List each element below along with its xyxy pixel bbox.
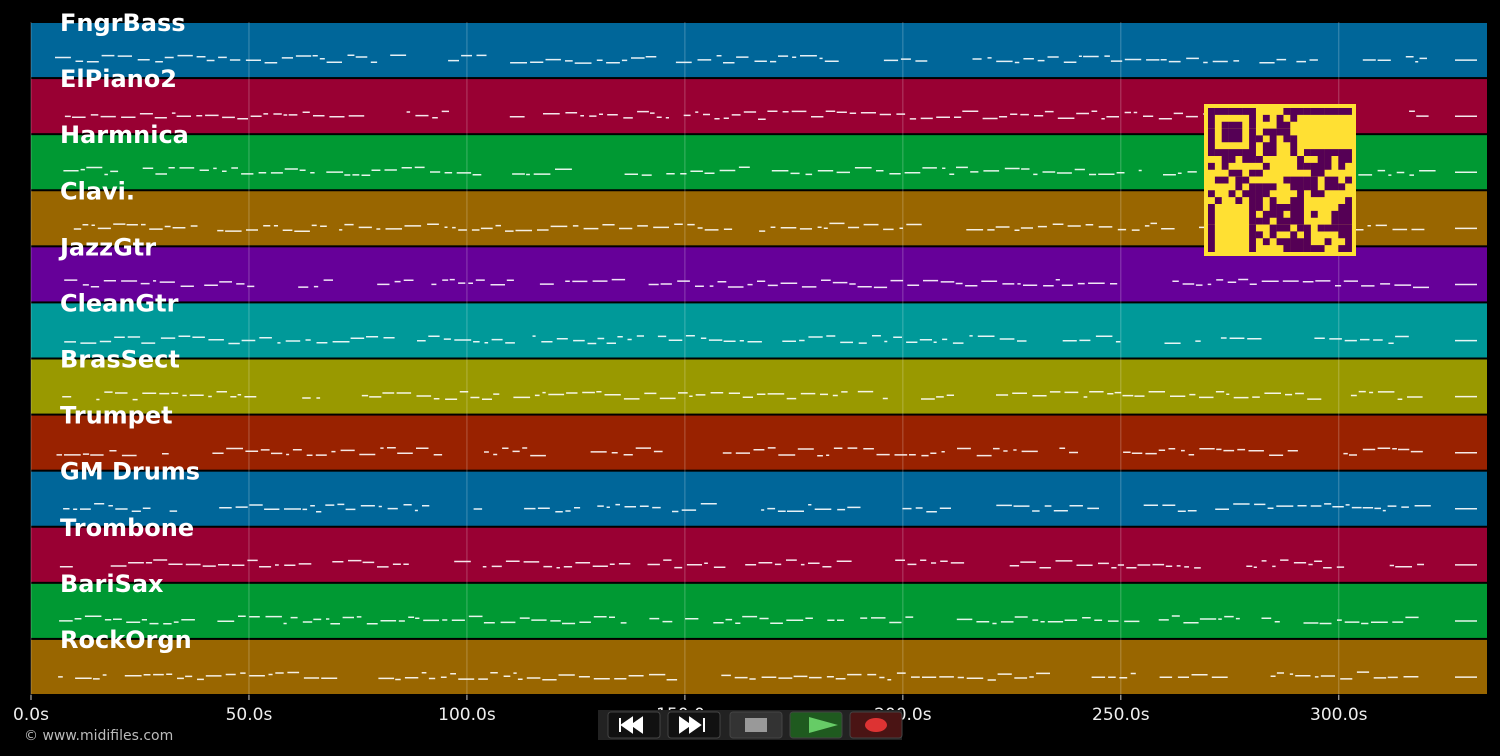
- qr-code: [1204, 104, 1356, 256]
- note-trail: [64, 278, 1477, 289]
- track-lane: [31, 303, 1487, 358]
- track-name: ElPiano2: [60, 65, 177, 93]
- track-name: BrasSect: [60, 346, 180, 374]
- stop-button[interactable]: [729, 711, 783, 739]
- track-lane: [31, 527, 1487, 582]
- footer-credit: © www.midifiles.com: [24, 728, 173, 744]
- note-trail: [58, 671, 1477, 681]
- track-name: JazzGtr: [58, 233, 156, 261]
- transport-controls: [598, 710, 903, 740]
- track-lane: [31, 247, 1487, 302]
- track-labels: FngrBass ElPiano2 Harmnica Clavi. JazzGtr Cle…: [58, 9, 200, 654]
- track-name: FngrBass: [60, 9, 186, 37]
- track-name: Clavi.: [60, 177, 135, 205]
- track-name: CleanGtr: [60, 289, 179, 317]
- track-lane: [31, 23, 1487, 78]
- record-button[interactable]: [849, 711, 903, 739]
- track-lane: [31, 583, 1487, 638]
- track-name: GM Drums: [60, 458, 200, 486]
- note-trail: [55, 54, 1477, 64]
- track-name: RockOrgn: [60, 626, 192, 654]
- x-tick-label: 300.0s: [1310, 705, 1368, 725]
- note-trail: [56, 447, 1477, 457]
- track-name: Trumpet: [60, 402, 173, 430]
- qr-modules: [1208, 108, 1352, 252]
- track-name: Harmnica: [60, 121, 189, 149]
- track-lane: [31, 359, 1487, 414]
- fast-forward-button[interactable]: [667, 711, 721, 739]
- note-trail: [64, 334, 1477, 345]
- note-trail: [59, 615, 1477, 625]
- x-tick-label: 50.0s: [226, 705, 273, 725]
- note-trail: [59, 559, 1477, 569]
- track-lane: [31, 415, 1487, 470]
- track-lane: [31, 471, 1487, 526]
- note-trail: [63, 503, 1477, 513]
- track-name: BariSax: [60, 570, 164, 598]
- track-lane: [31, 639, 1487, 694]
- note-trail: [62, 390, 1477, 401]
- track-name: Trombone: [60, 514, 194, 542]
- x-tick-label: 250.0s: [1092, 705, 1150, 725]
- play-button[interactable]: [789, 711, 843, 739]
- rewind-button[interactable]: [607, 711, 661, 739]
- x-tick-label: 100.0s: [438, 705, 496, 725]
- x-tick-label: 0.0s: [13, 705, 49, 725]
